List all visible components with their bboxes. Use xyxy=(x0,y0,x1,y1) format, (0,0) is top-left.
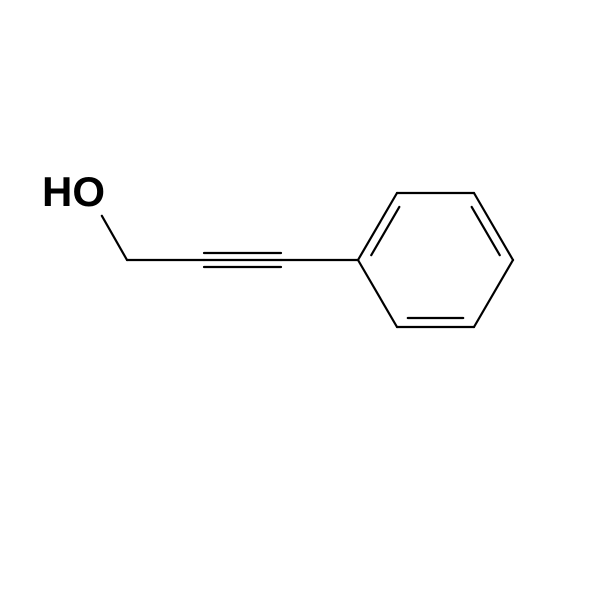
molecule-svg xyxy=(0,0,600,600)
molecule-canvas: HO xyxy=(0,0,600,600)
hydroxyl-label: HO xyxy=(42,168,105,216)
